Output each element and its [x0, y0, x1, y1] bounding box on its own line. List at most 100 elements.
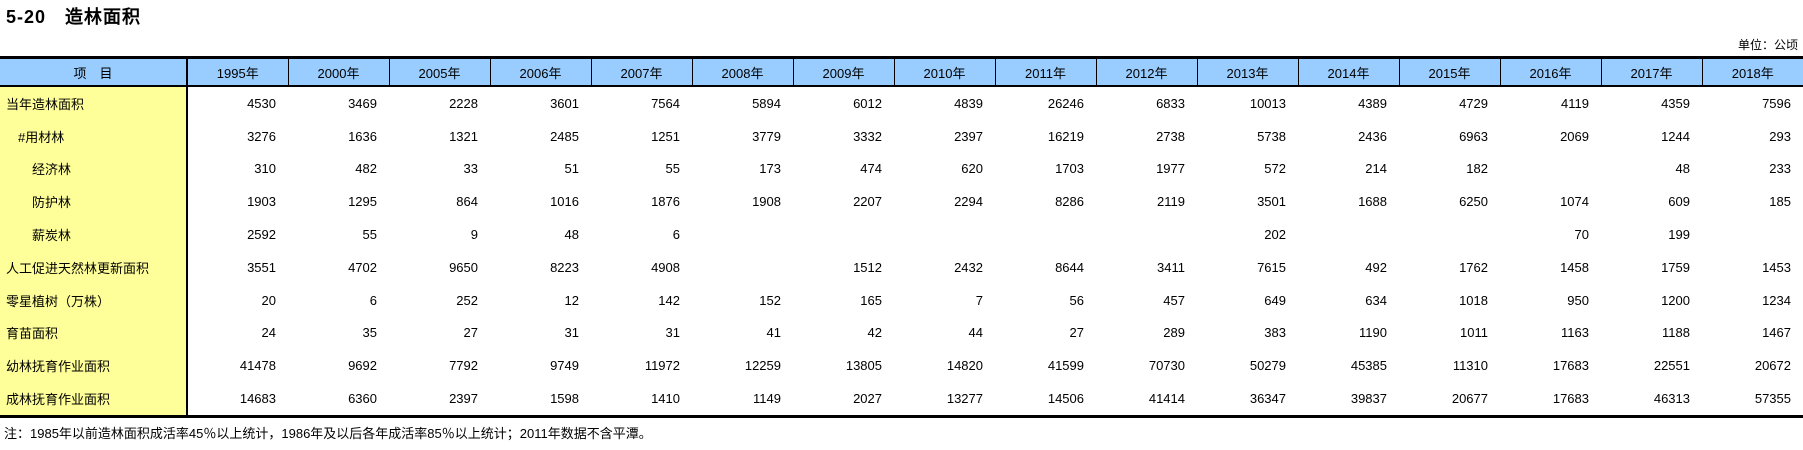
table-row: 人工促进天然林更新面积 3551 4702 9650 8223 4908 1512 2432 8… — [0, 250, 1803, 284]
table-cell: 2436 — [1298, 119, 1399, 153]
unit-label: 单位：公顷 — [1737, 38, 1798, 52]
table-cell: 3501 — [1197, 185, 1298, 219]
table-cell: 202 — [1197, 218, 1298, 251]
table-cell: 3332 — [793, 119, 894, 153]
table-cell: 56 — [995, 283, 1096, 317]
table-cell: 609 — [1601, 185, 1702, 219]
table-cell: 6250 — [1399, 185, 1500, 219]
table-header-row: 项 目 1995年 2000年 2005年 2006年 2007年 2008年 2009年 2… — [0, 57, 1803, 87]
table-cell: 4389 — [1298, 86, 1399, 120]
table-cell: 9692 — [288, 349, 389, 383]
table-cell: 11310 — [1399, 349, 1500, 383]
column-header-year: 2013年 — [1196, 57, 1298, 87]
column-header-item: 项 目 — [0, 57, 188, 87]
table-cell — [1298, 218, 1399, 251]
table-cell: 3411 — [1096, 250, 1197, 284]
table-cell: 142 — [591, 283, 692, 317]
table-cell: 14683 — [187, 382, 288, 417]
table-cell — [1096, 218, 1197, 251]
table-cell: 2228 — [389, 86, 490, 120]
column-header-year: 2012年 — [1095, 57, 1197, 87]
table-cell: 1759 — [1601, 250, 1702, 284]
table-cell: 1149 — [692, 382, 793, 417]
table-head: 项 目 1995年 2000年 2005年 2006年 2007年 2008年 2009年 2… — [0, 57, 1803, 87]
table-cell: 27 — [389, 316, 490, 350]
table-cell: 13805 — [793, 349, 894, 383]
table-cell: 1234 — [1702, 283, 1803, 317]
table-row: 育苗面积 24 35 27 31 31 41 42 44 27 289 383 1190 1011 1163… — [0, 316, 1803, 350]
table-cell: 55 — [591, 152, 692, 186]
table-cell — [1399, 218, 1500, 251]
table-cell: 252 — [389, 283, 490, 317]
table-cell: 7615 — [1197, 250, 1298, 284]
table-cell: 7 — [894, 283, 995, 317]
column-header-year: 2000年 — [287, 57, 389, 87]
table-cell: 14820 — [894, 349, 995, 383]
table-cell: 1703 — [995, 152, 1096, 186]
table-cell: 620 — [894, 152, 995, 186]
table-cell: 11972 — [591, 349, 692, 383]
table-cell: 1074 — [1500, 185, 1601, 219]
table-cell: 4729 — [1399, 86, 1500, 120]
table-row: 零星植树（万株） 20 6 252 12 142 152 165 7 56 457 649 634 101… — [0, 283, 1803, 317]
table-cell: 36347 — [1197, 382, 1298, 417]
table-cell: 39837 — [1298, 382, 1399, 417]
table-row: #用材林 3276 1636 1321 2485 1251 3779 3332 2397 1621… — [0, 119, 1803, 153]
table-cell: 9650 — [389, 250, 490, 284]
table-cell: 57355 — [1702, 382, 1803, 417]
column-header-year: 2015年 — [1398, 57, 1500, 87]
table-row: 幼林抚育作业面积 41478 9692 7792 9749 11972 12259 13805… — [0, 349, 1803, 383]
table-cell: 41599 — [995, 349, 1096, 383]
column-header-year: 2014年 — [1297, 57, 1399, 87]
table-cell — [692, 218, 793, 251]
page-title: 5-20 造林面积 — [6, 7, 142, 27]
table-cell: 35 — [288, 316, 389, 350]
table-cell — [692, 250, 793, 284]
table-cell: 1188 — [1601, 316, 1702, 350]
table-cell: 5894 — [692, 86, 793, 120]
table-cell: 2432 — [894, 250, 995, 284]
table-cell: 6012 — [793, 86, 894, 120]
row-label: 幼林抚育作业面积 — [0, 349, 188, 383]
table-cell: 2207 — [793, 185, 894, 219]
table-cell: 41478 — [187, 349, 288, 383]
row-label: 成林抚育作业面积 — [0, 382, 188, 417]
table-cell — [1500, 152, 1601, 186]
row-label: 当年造林面积 — [0, 86, 188, 120]
table-row: 当年造林面积 4530 3469 2228 3601 7564 5894 6012 4839 26… — [0, 86, 1803, 120]
table-cell: 2397 — [894, 119, 995, 153]
table-cell: 572 — [1197, 152, 1298, 186]
column-header-year: 2005年 — [388, 57, 490, 87]
table-cell: 1016 — [490, 185, 591, 219]
table-cell: 1321 — [389, 119, 490, 153]
column-header-year: 2008年 — [691, 57, 793, 87]
table-cell: 492 — [1298, 250, 1399, 284]
table-cell: 457 — [1096, 283, 1197, 317]
table-cell: 4839 — [894, 86, 995, 120]
row-label: 零星植树（万株） — [0, 283, 188, 317]
column-header-year: 2011年 — [994, 57, 1096, 87]
table-cell: 70 — [1500, 218, 1601, 251]
table-cell: 26246 — [995, 86, 1096, 120]
table-cell: 50279 — [1197, 349, 1298, 383]
table-cell: 17683 — [1500, 382, 1601, 417]
table-cell: 1011 — [1399, 316, 1500, 350]
table-row: 经济林 310 482 33 51 55 173 474 620 1703 1977 572 214 18… — [0, 152, 1803, 186]
table-cell: 42 — [793, 316, 894, 350]
table-cell: 2294 — [894, 185, 995, 219]
table-cell: 8223 — [490, 250, 591, 284]
column-header-year: 2007年 — [590, 57, 692, 87]
table-cell: 1018 — [1399, 283, 1500, 317]
table-cell: 4119 — [1500, 86, 1601, 120]
table-cell: 2069 — [1500, 119, 1601, 153]
table-cell: 2397 — [389, 382, 490, 417]
table-cell: 199 — [1601, 218, 1702, 251]
table-cell: 20672 — [1702, 349, 1803, 383]
table-cell: 3601 — [490, 86, 591, 120]
table-cell: 1467 — [1702, 316, 1803, 350]
table-cell: 6 — [288, 283, 389, 317]
table-cell: 1200 — [1601, 283, 1702, 317]
table-cell: 13277 — [894, 382, 995, 417]
column-header-year: 2017年 — [1600, 57, 1702, 87]
table-cell: 44 — [894, 316, 995, 350]
